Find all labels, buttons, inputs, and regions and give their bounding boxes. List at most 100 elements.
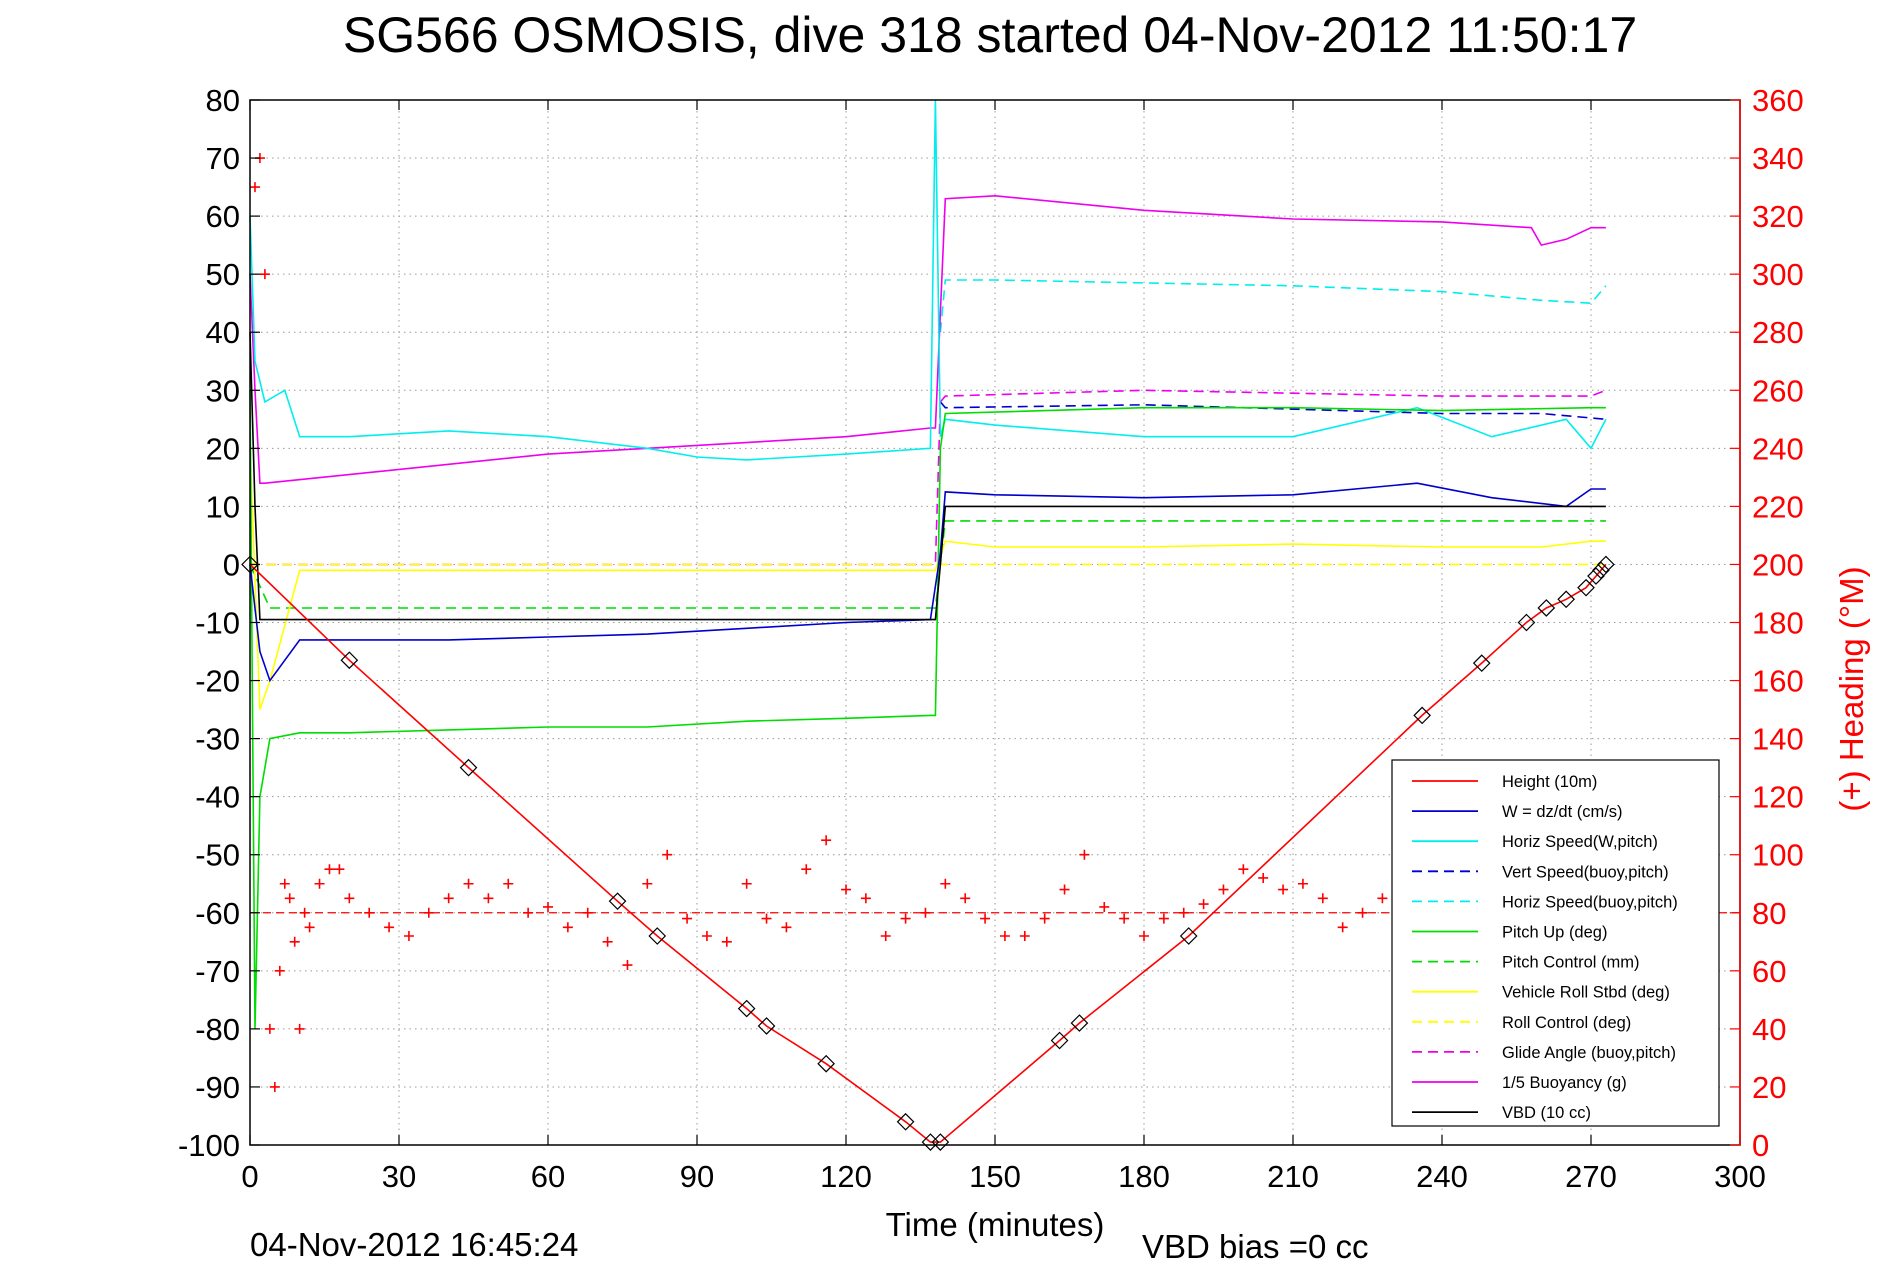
y-tick-label: -40 (195, 780, 240, 815)
heading-point (1158, 913, 1169, 924)
legend-entry: W = dz/dt (cm/s) (1502, 803, 1623, 821)
legend-entry: 1/5 Buoyancy (g) (1502, 1074, 1627, 1092)
heading-point (523, 907, 534, 918)
depth-marker (931, 1133, 950, 1151)
y-tick-label: 40 (206, 315, 240, 350)
legend-entry: Height (10m) (1502, 773, 1597, 791)
depth-marker (1537, 599, 1556, 617)
y-tick-label: -10 (195, 606, 240, 641)
series-line-10 (249, 194, 1606, 485)
depth-marker (1587, 567, 1605, 585)
legend-entry: Roll Control (deg) (1502, 1014, 1631, 1032)
depth-marker (1592, 561, 1610, 580)
depth-marker (737, 999, 756, 1018)
y2-tick-label: 60 (1752, 954, 1786, 989)
series-line-2 (249, 99, 1607, 461)
heading-point (314, 878, 325, 889)
y2-tick-label: 40 (1752, 1012, 1786, 1047)
heading-point (1139, 931, 1149, 941)
heading-point (294, 1023, 305, 1034)
series-line-4 (939, 279, 1607, 333)
depth-marker (1517, 613, 1536, 632)
heading-point (1377, 893, 1388, 904)
legend-entry: VBD (10 cc) (1502, 1104, 1591, 1122)
depth-marker (896, 1112, 915, 1131)
heading-point (622, 960, 633, 971)
y2-tick-label: 200 (1752, 547, 1804, 582)
y2-tick-label: 100 (1752, 838, 1804, 873)
y2-tick-label: 340 (1752, 141, 1804, 176)
y-tick-label: -100 (178, 1128, 240, 1163)
x-tick-label: 180 (1118, 1159, 1170, 1194)
x-tick-label: 300 (1714, 1159, 1766, 1194)
x-tick-label: 210 (1267, 1159, 1319, 1194)
heading-point (364, 907, 375, 918)
heading-point (940, 878, 951, 889)
legend-entry: Vehicle Roll Stbd (deg) (1502, 984, 1670, 1002)
series-line-1 (249, 482, 1606, 683)
x-axis-label: Time (minutes) (886, 1206, 1105, 1243)
heading-point (1357, 907, 1368, 918)
heading-point (920, 907, 931, 918)
heading-point (1337, 922, 1348, 933)
heading-point (334, 864, 345, 875)
heading-point (1039, 913, 1050, 924)
depth-marker (1050, 1031, 1069, 1050)
x-tick-label: 60 (531, 1159, 565, 1194)
x-tick-label: 270 (1565, 1159, 1617, 1194)
heading-point (279, 878, 290, 889)
y-tick-label: 30 (206, 373, 240, 408)
depth-marker (1597, 555, 1615, 574)
heading-point (980, 913, 991, 924)
heading-point (721, 936, 732, 947)
y-tick-label: -50 (195, 838, 240, 873)
heading-point (403, 931, 414, 941)
depth-marker (757, 1017, 776, 1035)
y-tick-label: -80 (195, 1012, 240, 1047)
heading-point (384, 922, 395, 933)
x-tick-label: 150 (969, 1159, 1021, 1194)
depth-marker (648, 927, 667, 945)
heading-point (503, 878, 514, 889)
heading-point (249, 182, 260, 193)
heading-point (284, 893, 295, 904)
legend-entry: Horiz Speed(buoy,pitch) (1502, 893, 1678, 911)
heading-point (443, 893, 454, 904)
heading-point (1119, 913, 1130, 924)
heading-point (841, 884, 851, 895)
y-tick-label: 70 (206, 141, 240, 176)
series-line-6 (249, 520, 1606, 609)
heading-point (1258, 872, 1269, 883)
heading-point (741, 878, 752, 889)
y-tick-label: 60 (206, 199, 240, 234)
depth-marker (1070, 1014, 1089, 1032)
x-tick-label: 90 (680, 1159, 714, 1194)
depth-marker (340, 651, 359, 670)
heading-point (259, 269, 270, 280)
heading-point (1297, 878, 1308, 889)
heading-point (701, 931, 712, 941)
y-tick-label: 0 (223, 547, 240, 582)
depth-marker (608, 892, 627, 911)
heading-point (1198, 899, 1209, 910)
heading-point (1238, 864, 1249, 875)
series-line-0 (249, 563, 1607, 1143)
legend-entry: Pitch Up (deg) (1502, 924, 1607, 942)
y2-tick-label: 120 (1752, 780, 1804, 815)
y-tick-label: 80 (206, 83, 240, 118)
x-tick-label: 0 (241, 1159, 258, 1194)
depth-marker (1472, 654, 1491, 672)
heading-point (662, 849, 673, 860)
heading-point (900, 913, 911, 924)
y2-tick-label: 140 (1752, 722, 1804, 757)
y-tick-label: -30 (195, 722, 240, 757)
legend-box (1391, 759, 1720, 1127)
y-tick-label: -70 (195, 954, 240, 989)
y2-tick-label: 360 (1752, 83, 1804, 118)
heading-point (1019, 931, 1030, 941)
heading-point (582, 907, 593, 918)
series-line-9 (250, 389, 1607, 566)
depth-marker (817, 1054, 835, 1073)
heading-point (269, 1081, 280, 1092)
